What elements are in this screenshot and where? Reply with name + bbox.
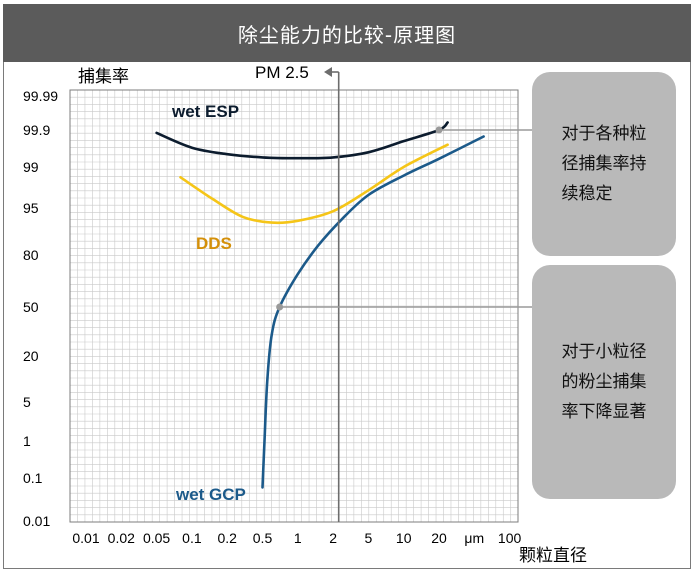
y-axis-label: 捕集率	[78, 67, 129, 87]
x-tick-label: 0.1	[182, 530, 202, 546]
series-line-wet-esp	[155, 121, 449, 160]
annotation-stable: 对于各种粒 径捕集率持 续稳定	[532, 72, 676, 256]
pm25-arrow-head	[324, 67, 332, 77]
x-tick-label: 0.2	[217, 530, 237, 546]
plot-border	[69, 89, 519, 523]
series-labels: wet ESP DDS wet GCP	[171, 102, 246, 504]
x-tick-label: 2	[329, 530, 337, 546]
header-bar: 除尘能力的比较-原理图	[3, 4, 691, 62]
series-label-wet-esp: wet ESP	[171, 102, 239, 121]
series-line-wet-gcp	[261, 135, 485, 489]
y-tick-label: 80	[23, 247, 39, 263]
y-tick-label: 99	[23, 159, 39, 175]
y-tick-label: 0.1	[23, 470, 43, 486]
series-label-dds: DDS	[196, 234, 232, 253]
chart-grid	[69, 89, 519, 523]
y-tick-label: 20	[23, 348, 39, 364]
x-tick-label: 5	[365, 530, 373, 546]
chart-series	[155, 121, 485, 489]
x-tick-label: 0.01	[72, 530, 99, 546]
x-tick-label: 0.05	[143, 530, 170, 546]
y-tick-label: 95	[23, 200, 39, 216]
y-tick-label: 1	[23, 433, 31, 449]
x-tick-label: 0.02	[108, 530, 135, 546]
pm25-label: PM 2.5	[255, 63, 309, 82]
page-title: 除尘能力的比较-原理图	[237, 22, 457, 47]
x-tick-label: 1	[294, 530, 302, 546]
pm25-reference: PM 2.5	[255, 63, 340, 522]
x-tick-label: 20	[431, 530, 447, 546]
x-tick-label: 10	[396, 530, 412, 546]
y-tick-label: 0.01	[23, 513, 50, 529]
annotation-connectors	[276, 126, 532, 311]
connector-dot-stable	[435, 126, 443, 134]
y-tick-label: 99.99	[23, 88, 58, 104]
y-tick-label: 5	[23, 394, 31, 410]
annotation-drop: 对于小粒径 的粉尘捕集 率下降显著	[532, 265, 676, 499]
series-label-wet-gcp: wet GCP	[175, 485, 246, 504]
annotation-drop-text: 对于小粒径 的粉尘捕集 率下降显著	[561, 342, 647, 422]
y-tick-label: 50	[23, 299, 39, 315]
chart-ticks: 0.01 0.02 0.05 0.1 0.2 0.5 1 2 5 10 20 μm 100 0.01 0.1…	[23, 88, 521, 546]
y-tick-label: 99.9	[23, 122, 50, 138]
x-axis-label: 颗粒直径	[519, 546, 587, 566]
x-tick-label: 0.5	[253, 530, 273, 546]
x-tick-label: 100	[498, 530, 522, 546]
connector-dot-drop	[276, 303, 284, 311]
series-line-dds	[179, 143, 449, 225]
annotation-stable-text: 对于各种粒 径捕集率持 续稳定	[561, 124, 647, 204]
x-tick-label: μm	[464, 530, 484, 546]
